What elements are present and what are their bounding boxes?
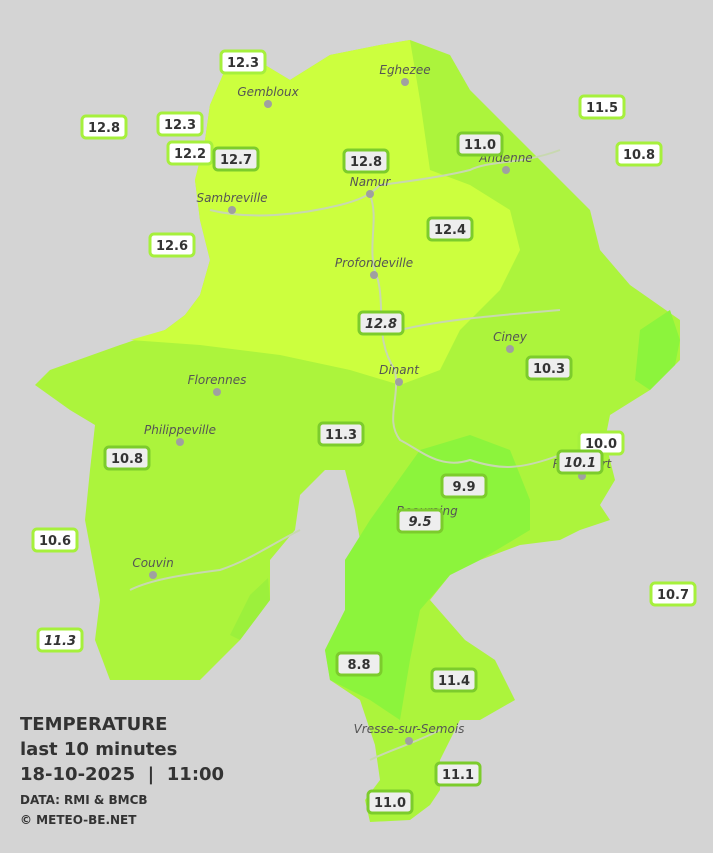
- station-box: [440, 473, 488, 499]
- city-label: Profondeville: [335, 256, 413, 270]
- station-box: [434, 761, 482, 787]
- station-box: [357, 310, 405, 336]
- station-temp: 10.3: [533, 362, 565, 377]
- city-dot: [149, 571, 157, 579]
- subtitle: last 10 minutes: [20, 739, 177, 760]
- station-box: [649, 581, 697, 607]
- city-label: Namur: [350, 175, 392, 189]
- station-temp: 9.9: [452, 480, 475, 495]
- city-dot: [176, 438, 184, 446]
- station-temp: 11.1: [442, 768, 474, 783]
- station-box: [31, 527, 79, 553]
- city-label: Vresse-sur-Semois: [354, 722, 465, 736]
- copyright: © METEO-BE.NET: [20, 813, 137, 827]
- station-temp: 11.5: [586, 101, 618, 116]
- station-temp: 11.0: [374, 796, 406, 811]
- station-temp: 11.3: [44, 634, 76, 649]
- city-dot: [213, 388, 221, 396]
- city-label: Sambreville: [196, 191, 267, 205]
- cool-zone: [635, 310, 680, 390]
- city-dot: [264, 100, 272, 108]
- cool-zone: [230, 578, 270, 640]
- city-label: Philippeville: [144, 423, 216, 437]
- city-label: Gembloux: [237, 85, 299, 99]
- city-label: Dinant: [379, 363, 420, 377]
- station-temp: 12.3: [164, 118, 196, 133]
- station-temp: 11.4: [438, 674, 470, 689]
- station-box: [317, 421, 365, 447]
- station-temp: 12.8: [365, 317, 397, 332]
- warm-zone: [130, 40, 520, 385]
- river: [399, 309, 561, 331]
- station-temp: 10.8: [111, 452, 143, 467]
- station-box: [426, 216, 474, 242]
- station-temp: 12.4: [434, 223, 466, 238]
- station-box: [36, 627, 84, 653]
- city-label: Couvin: [132, 556, 173, 570]
- station-temp: 10.8: [623, 148, 655, 163]
- station-box: [148, 232, 196, 258]
- station-temp: 12.6: [156, 239, 188, 254]
- river: [209, 149, 561, 217]
- river: [129, 529, 301, 591]
- river: [369, 729, 441, 761]
- station-temp: 12.8: [350, 155, 382, 170]
- city-dot: [370, 271, 378, 279]
- station-temp: 12.2: [174, 147, 206, 162]
- station-temp: 12.8: [88, 121, 120, 136]
- source: DATA: RMI & BMCB: [20, 793, 148, 807]
- station-box: [430, 667, 478, 693]
- station-box: [615, 141, 663, 167]
- station-temp: 10.6: [39, 534, 71, 549]
- station-temp: 11.3: [325, 428, 357, 443]
- cool-zone: [325, 435, 530, 720]
- city-dot: [228, 206, 236, 214]
- station-temp: 10.7: [657, 588, 689, 603]
- station-temp: 12.3: [227, 56, 259, 71]
- timestamp: 18-10-2025 | 11:00: [20, 764, 224, 785]
- title: TEMPERATURE: [20, 714, 167, 735]
- station-box: [335, 651, 383, 677]
- river: [369, 194, 561, 468]
- city-label: Florennes: [188, 373, 247, 387]
- city-dot: [502, 166, 510, 174]
- station-box: [396, 508, 444, 534]
- station-box: [166, 140, 214, 166]
- station-box: [578, 94, 626, 120]
- station-temp: 8.8: [347, 658, 370, 673]
- station-box: [103, 445, 151, 471]
- rivers: [129, 149, 561, 761]
- station-temp: 11.0: [464, 138, 496, 153]
- station-box: [156, 111, 204, 137]
- city-dot: [405, 737, 413, 745]
- station-box: [212, 146, 260, 172]
- station-box: [456, 131, 504, 157]
- station-temp: 10.0: [585, 437, 617, 452]
- city-dot: [395, 378, 403, 386]
- station-temp: 9.5: [408, 515, 431, 530]
- city-label: Eghezee: [379, 63, 430, 77]
- city-dot: [366, 190, 374, 198]
- station-box: [80, 114, 128, 140]
- station-temp: 10.1: [564, 456, 596, 471]
- station-box: [342, 148, 390, 174]
- station-temp: 12.7: [220, 153, 252, 168]
- city-label: Ciney: [493, 330, 528, 344]
- city-dot: [401, 78, 409, 86]
- station-box: [219, 49, 267, 75]
- city-dot: [506, 345, 514, 353]
- station-box: [525, 355, 573, 381]
- station-box: [556, 449, 604, 475]
- station-box: [366, 789, 414, 815]
